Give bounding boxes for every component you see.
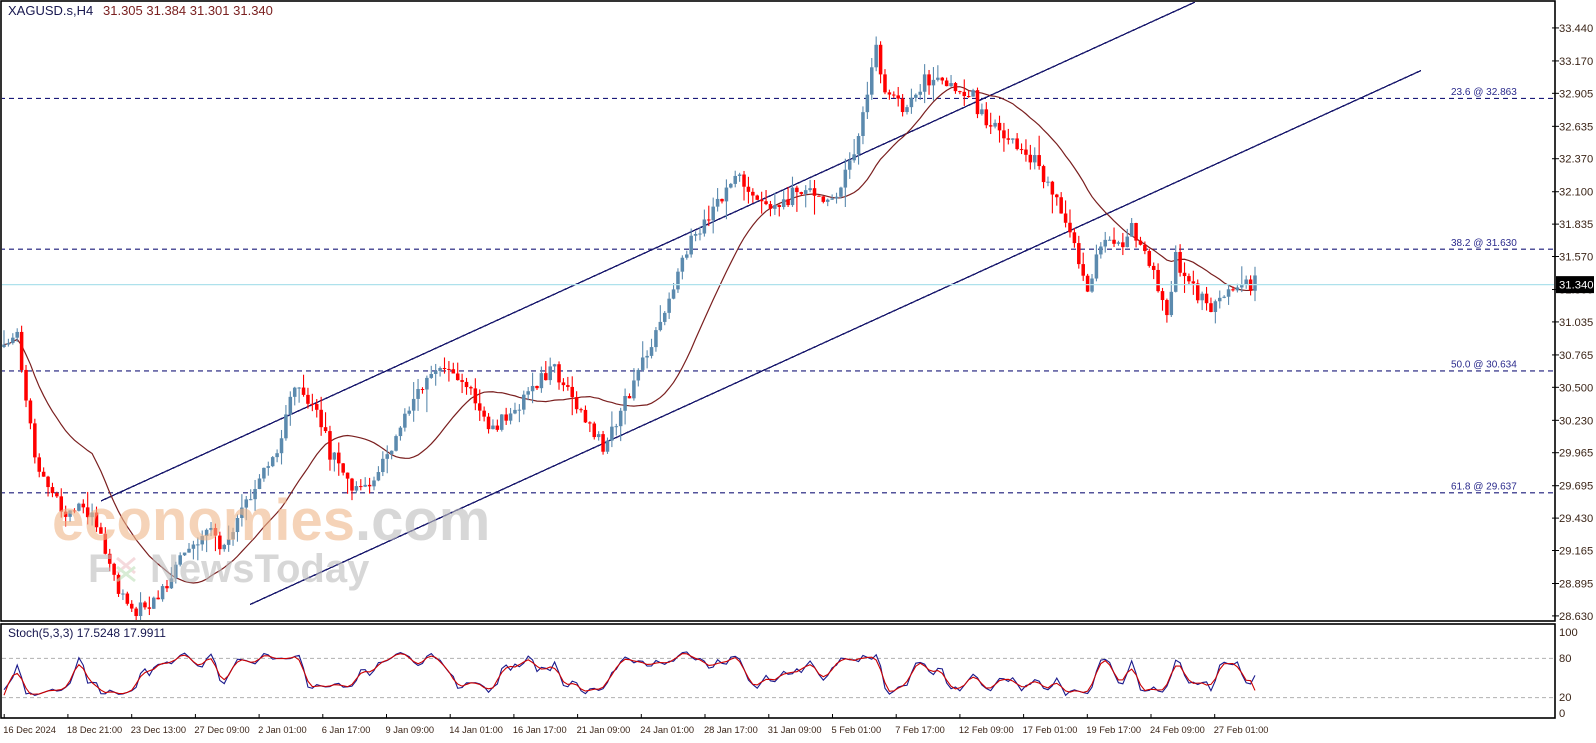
svg-text:21 Jan 09:00: 21 Jan 09:00 [577,725,631,735]
svg-text:29.695: 29.695 [1559,481,1593,493]
svg-text:12 Feb 09:00: 12 Feb 09:00 [959,725,1014,735]
svg-text:31.835: 31.835 [1559,219,1593,231]
svg-text:18 Dec 21:00: 18 Dec 21:00 [67,725,122,735]
svg-text:23.6 @ 32.863: 23.6 @ 32.863 [1451,87,1517,98]
svg-text:27 Feb 01:00: 27 Feb 01:00 [1214,725,1269,735]
svg-text:32.370: 32.370 [1559,154,1593,166]
svg-text:20: 20 [1559,692,1571,704]
svg-text:32.635: 32.635 [1559,121,1593,133]
svg-text:17 Feb 01:00: 17 Feb 01:00 [1023,725,1078,735]
svg-text:33.440: 33.440 [1559,23,1593,35]
svg-text:38.2 @ 31.630: 38.2 @ 31.630 [1451,238,1517,249]
svg-text:19 Feb 17:00: 19 Feb 17:00 [1086,725,1141,735]
svg-text:29.430: 29.430 [1559,513,1593,525]
svg-text:29.965: 29.965 [1559,448,1593,460]
svg-text:31.340: 31.340 [1559,279,1594,291]
svg-text:32.100: 32.100 [1559,187,1593,199]
svg-text:80: 80 [1559,653,1571,665]
svg-text:28.895: 28.895 [1559,579,1593,591]
svg-text:31 Jan 09:00: 31 Jan 09:00 [768,725,822,735]
svg-text:Stoch(5,3,3) 17.5248 17.9911: Stoch(5,3,3) 17.5248 17.9911 [8,626,166,640]
svg-text:30.230: 30.230 [1559,415,1593,427]
svg-text:16 Dec 2024: 16 Dec 2024 [3,725,56,735]
svg-text:2 Jan 01:00: 2 Jan 01:00 [258,725,307,735]
svg-text:28.630: 28.630 [1559,611,1593,623]
svg-text:28 Jan 17:00: 28 Jan 17:00 [704,725,758,735]
svg-text:32.905: 32.905 [1559,88,1593,100]
svg-text:9 Jan 09:00: 9 Jan 09:00 [386,725,435,735]
svg-text:F: F [88,547,112,591]
svg-text:economies.com: economies.com [52,488,490,553]
svg-text:7 Feb 17:00: 7 Feb 17:00 [895,725,945,735]
svg-text:24 Feb 09:00: 24 Feb 09:00 [1150,725,1205,735]
svg-text:31.570: 31.570 [1559,252,1593,264]
svg-text:61.8 @ 29.637: 61.8 @ 29.637 [1451,482,1517,493]
svg-text:31.305 31.384 31.301 31.340: 31.305 31.384 31.301 31.340 [103,3,273,18]
svg-text:30.765: 30.765 [1559,350,1593,362]
svg-text:0: 0 [1559,708,1565,720]
svg-text:XAGUSD.s,H4: XAGUSD.s,H4 [8,3,93,18]
svg-text:30.500: 30.500 [1559,382,1593,394]
svg-text:5 Feb 01:00: 5 Feb 01:00 [832,725,882,735]
svg-text:100: 100 [1559,627,1578,639]
svg-text:27 Dec 09:00: 27 Dec 09:00 [194,725,249,735]
svg-text:16 Jan 17:00: 16 Jan 17:00 [513,725,567,735]
svg-text:23 Dec 13:00: 23 Dec 13:00 [131,725,186,735]
svg-text:33.170: 33.170 [1559,56,1593,68]
svg-text:24 Jan 01:00: 24 Jan 01:00 [640,725,694,735]
svg-text:50.0 @ 30.634: 50.0 @ 30.634 [1451,360,1517,371]
svg-text:14 Jan 01:00: 14 Jan 01:00 [449,725,503,735]
svg-text:NewsToday: NewsToday [150,547,370,591]
svg-text:29.165: 29.165 [1559,546,1593,558]
svg-text:6 Jan 17:00: 6 Jan 17:00 [322,725,371,735]
svg-text:31.035: 31.035 [1559,317,1593,329]
